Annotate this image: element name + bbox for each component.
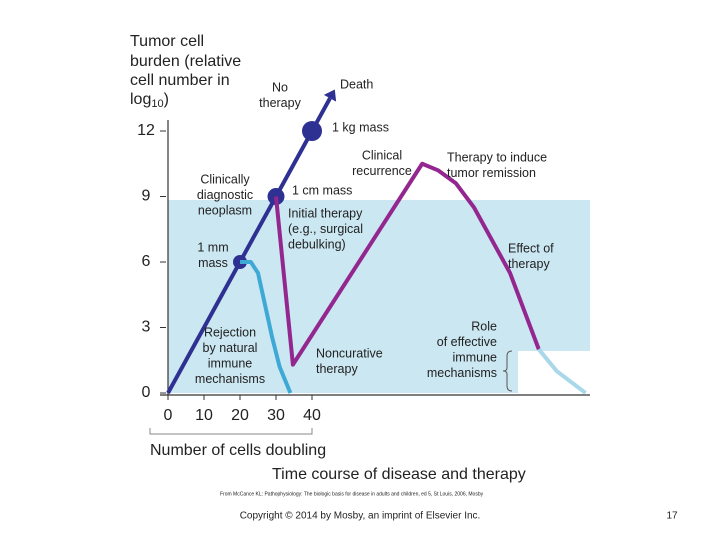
series-line: [537, 348, 587, 395]
y-tick-label: 9: [142, 188, 151, 205]
annotation: therapy: [316, 362, 358, 376]
x-tick-label: 30: [267, 407, 285, 424]
annotation: mass: [198, 256, 228, 270]
annotation: therapy: [508, 257, 550, 271]
annotation: Initial therapy: [288, 206, 363, 220]
annotation: diagnostic: [197, 188, 253, 202]
annotation: 1 kg mass: [332, 120, 389, 134]
x-tick-label: 10: [195, 407, 213, 424]
annotation: of effective: [437, 335, 497, 349]
y-tick-label: 0: [142, 384, 151, 401]
annotation: Therapy to induce: [447, 150, 547, 164]
annotation: 1 cm mass: [292, 183, 352, 197]
y-label-end: ): [164, 91, 169, 108]
stage-dot: [302, 121, 322, 141]
citation: From McCance KL: Pathophysiology: The bi…: [220, 491, 484, 497]
y-tick-label: 12: [137, 122, 155, 139]
annotation: immune: [208, 356, 253, 370]
annotation: Noncurative: [316, 346, 383, 360]
y-tick-label: 3: [142, 319, 151, 336]
annotation: No: [272, 80, 288, 94]
annotation: by natural: [203, 341, 258, 355]
annotation: neoplasm: [198, 203, 252, 217]
series-line: [274, 161, 541, 367]
x-label: Number of cells doubling: [150, 442, 326, 459]
annotation: Effect of: [508, 241, 554, 255]
annotation: 1 mm: [197, 240, 228, 254]
annotation: mechanisms: [427, 366, 497, 380]
annotation: (e.g., surgical: [288, 222, 363, 236]
y-tick-label: 6: [142, 253, 151, 270]
y-label: burden (relative: [130, 53, 241, 70]
chart-title: Time course of disease and therapy: [272, 466, 526, 483]
annotation: Clinically: [200, 172, 250, 186]
page-number: 17: [666, 511, 678, 522]
annotation: debulking): [288, 237, 346, 251]
annotation: Role: [471, 319, 497, 333]
copyright: Copyright © 2014 by Mosby, an imprint of…: [240, 511, 481, 522]
annotation: Clinical: [362, 148, 402, 162]
x-bracket: [149, 428, 313, 435]
annotation: Death: [340, 77, 373, 91]
y-label: log10): [130, 91, 169, 110]
x-tick-label: 20: [231, 407, 249, 424]
arrow-head: [323, 89, 337, 102]
series-line: [240, 260, 293, 394]
role-bracket: [502, 350, 513, 392]
annotation: tumor remission: [447, 166, 536, 180]
y-label-sub: 10: [151, 98, 163, 110]
annotation: mechanisms: [195, 372, 265, 386]
y-label: Tumor cell: [130, 33, 204, 50]
y-label: cell number in: [130, 72, 230, 89]
annotation: immune: [453, 350, 498, 364]
y-label-log: log: [130, 91, 151, 108]
x-tick-label: 0: [164, 407, 173, 424]
annotation: Rejection: [204, 325, 256, 339]
annotation: recurrence: [352, 164, 412, 178]
x-tick-label: 40: [303, 407, 321, 424]
annotation: therapy: [259, 96, 301, 110]
